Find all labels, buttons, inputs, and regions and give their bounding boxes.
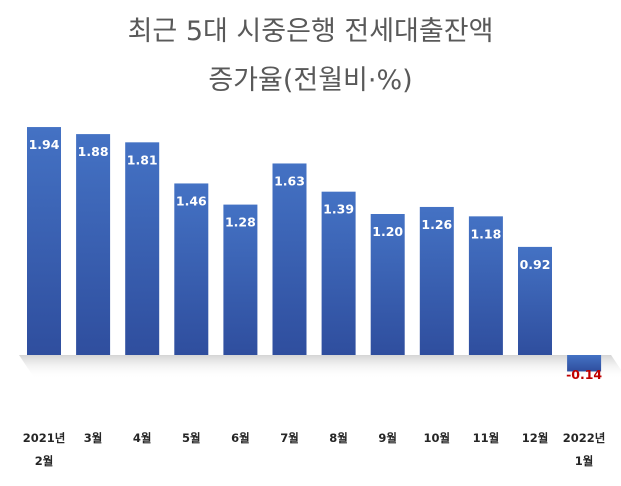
category-label-4-0: 6월 [231, 431, 250, 445]
category-label-11-0: 2022년 [563, 431, 606, 445]
category-label-7-0: 9월 [378, 431, 397, 445]
category-labels: 2021년 2월 3월 4월 5월 6월 7월 8월 9월 10월 11월 12월 2022년 1월 [23, 431, 606, 468]
category-label-3-0: 5월 [182, 431, 201, 445]
value-label-2: 1.81 [127, 152, 158, 167]
bar-9 [468, 216, 503, 355]
chart-title-line-1: 최근 5대 시중은행 전세대출잔액 [127, 16, 494, 47]
category-label-5-0: 7월 [280, 431, 299, 445]
value-label-1: 1.88 [78, 144, 109, 159]
category-label-6-0: 8월 [329, 431, 348, 445]
chart-title-line-2: 증가율(전월비·%) [208, 65, 413, 96]
category-label-1-0: 3월 [84, 431, 103, 445]
value-label-3: 1.46 [176, 193, 207, 208]
category-label-9-0: 11월 [473, 431, 500, 445]
floor-shadow-shape [19, 355, 621, 379]
category-label-10-0: 12월 [522, 431, 549, 445]
value-label-4: 1.28 [225, 215, 256, 230]
value-label-7: 1.20 [372, 224, 403, 239]
bar-10 [518, 246, 552, 355]
bar-2 [125, 142, 160, 355]
value-label-5: 1.63 [274, 173, 305, 188]
bar-1 [76, 134, 111, 355]
bars [27, 127, 602, 372]
value-label-11: -0.14 [566, 367, 602, 382]
category-label-0-0: 2021년 [23, 431, 66, 445]
category-label-8-0: 10월 [424, 431, 451, 445]
floor-shadow [19, 355, 621, 379]
bar-5 [272, 163, 307, 355]
value-label-8: 1.26 [421, 217, 452, 232]
value-label-10: 0.92 [520, 257, 551, 272]
value-label-0: 1.94 [29, 137, 60, 152]
bar-0 [27, 127, 61, 355]
bar-3 [174, 183, 209, 355]
value-label-9: 1.18 [470, 226, 501, 241]
category-label-0-1: 2월 [35, 454, 54, 468]
category-label-11-1: 1월 [575, 454, 594, 468]
bar-11 [567, 355, 602, 372]
bar-4 [223, 204, 258, 355]
bar-7 [370, 214, 405, 355]
value-labels: 1.94 1.88 1.81 1.46 1.28 1.63 1.39 1.20 1.26 1.18… [29, 137, 603, 382]
value-label-6: 1.39 [323, 202, 354, 217]
category-label-2-0: 4월 [133, 431, 152, 445]
bar-8 [419, 206, 454, 355]
bar-6 [321, 191, 356, 355]
